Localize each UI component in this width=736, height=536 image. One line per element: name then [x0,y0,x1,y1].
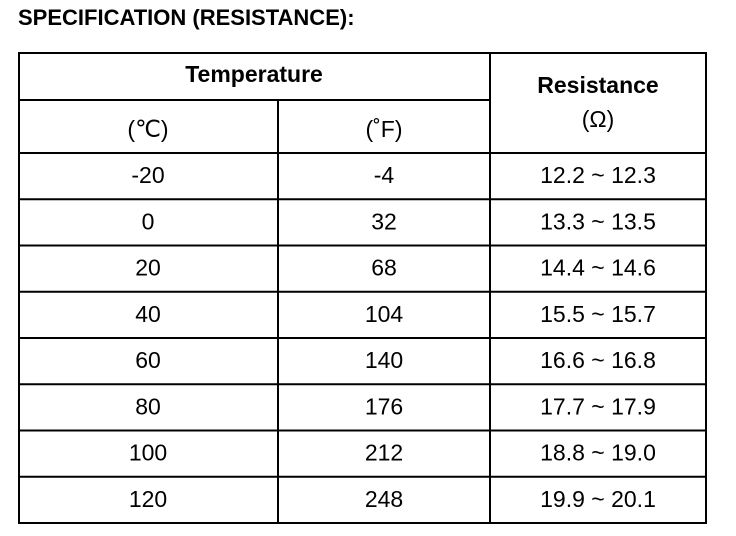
resistance-header: Resistance [537,72,658,98]
cell: -20 [131,162,164,188]
cell: 13.3 ~ 13.5 [540,208,656,234]
cell: 18.8 ~ 19.0 [540,440,656,466]
cell: 16.6 ~ 16.8 [540,347,656,373]
cell: 100 [129,440,167,466]
cell: 19.9 ~ 20.1 [540,486,656,512]
table-border [18,52,707,524]
cell: 104 [365,301,404,327]
cell: -4 [374,162,395,188]
fahrenheit-header: (˚F) [365,116,402,142]
cell: 17.7 ~ 17.9 [540,393,656,419]
title: SPECIFICATION (RESISTANCE): [18,5,355,30]
cell: 12.2 ~ 12.3 [540,162,656,188]
cell: 0 [142,208,155,234]
cell: 20 [135,255,161,281]
celsius-header: (℃) [127,116,168,142]
cell: 68 [371,255,397,281]
cell: 32 [371,208,397,234]
cell: 80 [135,393,161,419]
cell: 140 [365,347,403,373]
resistance-unit: (Ω) [582,106,615,132]
cell: 14.4 ~ 14.6 [540,255,656,281]
cell: 248 [365,486,403,512]
cell: 120 [129,486,167,512]
temperature-header: Temperature [185,61,323,87]
cell: 212 [365,440,403,466]
cell: 60 [135,347,161,373]
cell: 15.5 ~ 15.7 [540,301,656,327]
cell: 176 [365,393,403,419]
cell: 40 [135,301,161,327]
